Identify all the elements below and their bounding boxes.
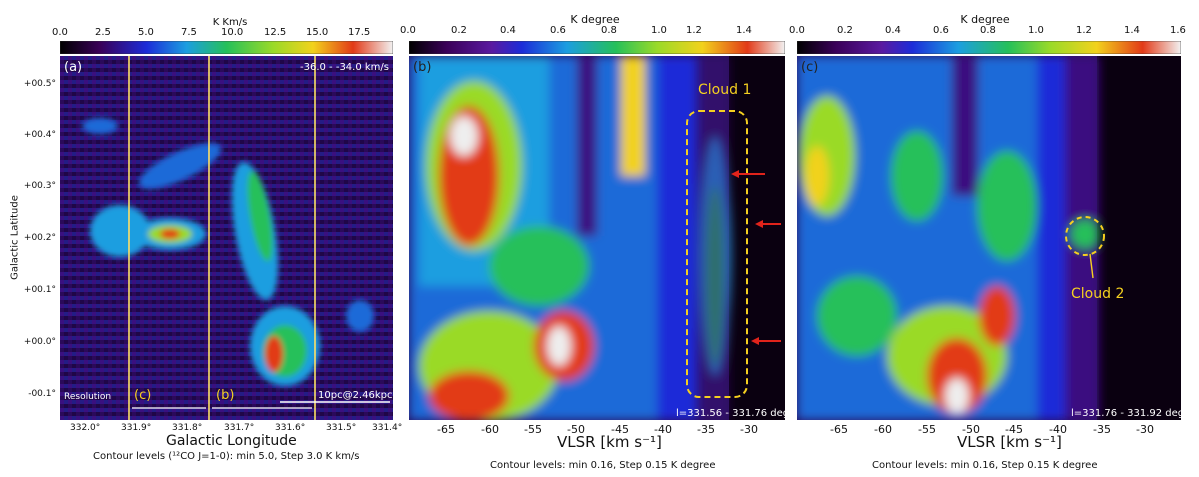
strip-c-tag: (c): [134, 388, 152, 403]
tick: 332.0°: [70, 423, 101, 433]
tick: 0.0: [789, 25, 805, 36]
tick: 331.8°: [172, 423, 203, 433]
colorbar-b-ticks: 0.0 0.2 0.4 0.6 0.8 1.0 1.2 1.4: [0, 25, 800, 37]
panel-b-x-ticks: -65 -60 -55 -50 -45 -40 -35 -30: [0, 423, 800, 437]
panel-b-pv: [409, 56, 785, 420]
tick: -30: [740, 423, 758, 436]
tick: 0.6: [933, 25, 949, 36]
panel-b-caption: Contour levels: min 0.16, Step 0.15 K de…: [490, 460, 716, 471]
panel-c-pv: [797, 56, 1181, 420]
tick: 1.4: [736, 25, 752, 36]
tick: 1.0: [651, 25, 667, 36]
panel-c-range-label: l=331.76 - 331.92 deg: [1071, 408, 1185, 419]
tick: 10.0: [221, 27, 244, 38]
colorbar-a: [59, 39, 394, 55]
tick: -60: [481, 423, 499, 436]
panel-a-x-ticks: 332.0° 331.9° 331.8° 331.7° 331.6° 331.5…: [0, 423, 403, 435]
tick: 15.0: [306, 27, 329, 38]
tick: 0.2: [837, 25, 853, 36]
tick: 1.4: [1124, 25, 1140, 36]
tick: -65: [437, 423, 455, 436]
panel-b-xlabel: VLSR [km s⁻¹]: [557, 433, 662, 451]
tick: -45: [611, 423, 629, 436]
tick: 0.4: [500, 25, 516, 36]
tick: 331.5°: [326, 423, 357, 433]
tick: -55: [918, 423, 936, 436]
resolution-label: Resolution: [64, 392, 112, 402]
tick: -30: [1136, 423, 1154, 436]
colorbar-a-title: K Km/s: [212, 17, 248, 28]
velocity-range-label: -36.0 - -34.0 km/s: [300, 62, 390, 73]
tick: 7.5: [181, 27, 197, 38]
tick: 1.2: [1076, 25, 1092, 36]
colorbar-b-title: K degree: [570, 13, 620, 26]
tick: 0.4: [885, 25, 901, 36]
tick: +00.3°: [23, 181, 56, 191]
tick: -35: [1093, 423, 1111, 436]
tick: -45: [1005, 423, 1023, 436]
tick: -00.1°: [28, 389, 56, 399]
tick: 331.6°: [275, 423, 306, 433]
tick: -35: [697, 423, 715, 436]
strip-b-tag: (b): [216, 388, 235, 403]
panel-c-x-ticks: -65 -60 -55 -50 -45 -40 -35 -30: [0, 423, 1199, 437]
tick: 2.5: [95, 27, 111, 38]
tick: 1.6: [1170, 25, 1186, 36]
tick: -50: [567, 423, 585, 436]
cloud-2-label: Cloud 2: [1071, 286, 1125, 302]
tick: 0.8: [601, 25, 617, 36]
panel-c-caption: Contour levels: min 0.16, Step 0.15 K de…: [872, 460, 1098, 471]
tick: 17.5: [348, 27, 371, 38]
panel-b-range-label: l=331.56 - 331.76 deg: [676, 408, 790, 419]
colorbar-c-title: K degree: [960, 13, 1010, 26]
tick: -50: [962, 423, 980, 436]
panel-a-map: [60, 56, 393, 420]
tick: +00.1°: [23, 285, 56, 295]
panel-a-xlabel: Galactic Longitude: [166, 433, 297, 449]
tick: 0.0: [52, 27, 68, 38]
colorbar-c-ticks: 0.0 0.2 0.4 0.6 0.8 1.0 1.2 1.4 1.6: [0, 25, 1199, 37]
panel-a-ylabel: Galactic Latitude: [9, 195, 21, 280]
panel-c-xlabel: VLSR [km s⁻¹]: [957, 433, 1062, 451]
tick: -55: [524, 423, 542, 436]
tick: 0.2: [451, 25, 467, 36]
tick: 0.0: [400, 25, 416, 36]
colorbar-a-ticks: 0.0 2.5 5.0 7.5 10.0 12.5 15.0 17.5: [0, 27, 400, 39]
panel-c-tag: (c): [801, 60, 819, 75]
panel-a-caption: Contour levels (¹²CO J=1-0): min 5.0, St…: [93, 451, 360, 462]
scale-bar-label: 10pc@2.46kpc: [318, 390, 393, 401]
panel-a-y-ticks: +00.5° +00.4° +00.3° +00.2° +00.1° +00.0…: [0, 0, 60, 477]
tick: 0.8: [980, 25, 996, 36]
colorbar-b: [408, 39, 786, 55]
tick: +00.5°: [23, 79, 56, 89]
tick: -65: [830, 423, 848, 436]
tick: -40: [654, 423, 672, 436]
tick: +00.2°: [23, 233, 56, 243]
tick: +00.0°: [23, 337, 56, 347]
tick: 5.0: [138, 27, 154, 38]
tick: 331.9°: [121, 423, 152, 433]
tick: 0.6: [550, 25, 566, 36]
tick: -40: [1049, 423, 1067, 436]
colorbar-c: [796, 39, 1182, 55]
tick: +00.4°: [23, 130, 56, 140]
panel-b-tag: (b): [413, 60, 432, 75]
tick: 1.2: [686, 25, 702, 36]
tick: 331.7°: [224, 423, 255, 433]
panel-a-tag: (a): [64, 60, 83, 75]
cloud-1-label: Cloud 1: [698, 82, 752, 98]
tick: 1.0: [1028, 25, 1044, 36]
tick: 12.5: [264, 27, 287, 38]
tick: -60: [874, 423, 892, 436]
tick: 331.4°: [372, 423, 403, 433]
